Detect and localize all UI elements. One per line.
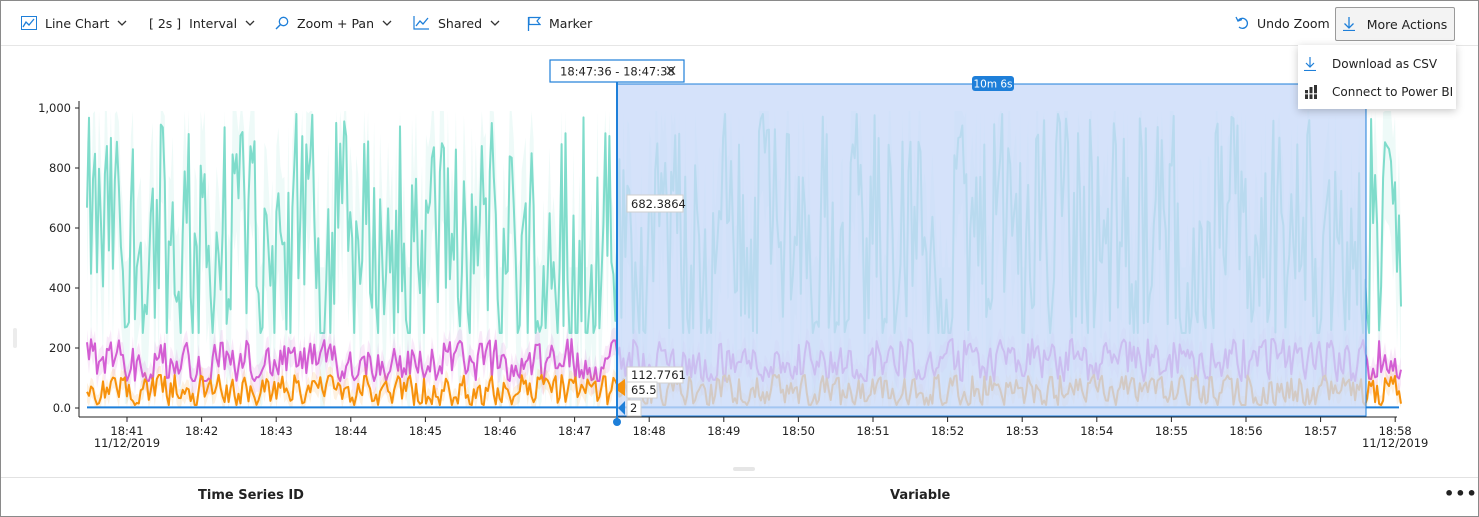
- chevron-down-icon: [245, 20, 255, 26]
- more-actions-label: More Actions: [1366, 16, 1448, 32]
- marker-value-orange: 65.5: [631, 383, 657, 397]
- selection-region[interactable]: [616, 83, 1367, 417]
- menu-item-label: Connect to Power BI: [1332, 85, 1454, 99]
- y-tick-label: 1,000: [38, 101, 71, 115]
- search-icon: [275, 16, 289, 30]
- marker-value-teal-box: [626, 194, 684, 213]
- interval-dropdown[interactable]: [ 2s ] Interval: [149, 9, 255, 37]
- menu-item-power-bi[interactable]: Connect to Power BI: [1298, 78, 1456, 106]
- flag-icon: [527, 16, 541, 31]
- chart-axes: 1,000 800 600 400 200 0.0 18:41 18:42 18:43 18:44…: [38, 101, 1428, 450]
- marker-time-range: 18:47:36 - 18:47:38: [560, 65, 675, 79]
- resize-grip[interactable]: [733, 467, 755, 471]
- undo-icon: [1235, 16, 1248, 29]
- shared-axis-icon: [413, 16, 429, 30]
- x-tick-label: 18:56: [1229, 424, 1262, 438]
- chevron-down-icon: [382, 20, 392, 26]
- x-tick-label: 18:48: [633, 424, 666, 438]
- zoom-pan-dropdown[interactable]: Zoom + Pan: [275, 9, 392, 37]
- shared-dropdown[interactable]: Shared: [413, 9, 500, 37]
- chart-type-dropdown[interactable]: Line Chart: [21, 9, 127, 37]
- menu-item-download-csv[interactable]: Download as CSV: [1298, 50, 1456, 78]
- x-date-label: 11/12/2019: [94, 436, 160, 450]
- duration-badge: [972, 76, 1014, 91]
- y-tick-label: 800: [49, 161, 71, 175]
- marker-value-magenta: 112.7761: [631, 368, 686, 382]
- more-actions-button[interactable]: More Actions: [1335, 7, 1455, 41]
- more-options-icon[interactable]: •••: [1444, 484, 1478, 503]
- marker-value-blue-box: [626, 399, 642, 417]
- close-icon[interactable]: [666, 66, 676, 75]
- line-chart-icon: [21, 16, 37, 30]
- column-variable[interactable]: Variable: [890, 488, 951, 503]
- x-tick-label: 18:45: [409, 424, 442, 438]
- power-bi-icon: [1304, 85, 1319, 99]
- download-icon: [1342, 17, 1355, 31]
- x-tick-label: 18:52: [931, 424, 964, 438]
- x-tick-label: 18:53: [1006, 424, 1039, 438]
- interval-label: Interval: [189, 15, 238, 31]
- undo-zoom-button[interactable]: Undo Zoom: [1235, 9, 1330, 37]
- marker-time-box: [549, 59, 685, 83]
- y-tick-label: 200: [49, 341, 71, 355]
- x-tick-label: 18:58: [1379, 424, 1412, 438]
- y-tick-label: 0.0: [53, 401, 71, 415]
- marker-arrow-orange: [618, 379, 625, 396]
- x-tick-label: 18:54: [1080, 424, 1113, 438]
- chevron-down-icon: [117, 20, 127, 26]
- chart-type-label: Line Chart: [45, 15, 110, 31]
- x-tick-label: 18:47: [558, 424, 591, 438]
- toolbar: Line Chart [ 2s ] Interval Zoom + Pan Sh…: [1, 1, 1478, 46]
- x-tick-label: 18:51: [856, 424, 889, 438]
- marker-value-blue: 2: [630, 401, 637, 415]
- x-tick-label: 18:57: [1304, 424, 1337, 438]
- y-tick-label: 400: [49, 281, 71, 295]
- x-tick-label: 18:49: [707, 424, 740, 438]
- download-icon: [1304, 57, 1316, 71]
- more-actions-menu: Download as CSV Connect to Power BI: [1298, 45, 1456, 109]
- marker-button[interactable]: Marker: [527, 9, 592, 37]
- marker-arrow-blue: [618, 401, 625, 415]
- marker-value-orange-box: [626, 381, 658, 399]
- x-tick-label: 18:43: [260, 424, 293, 438]
- shared-label: Shared: [438, 15, 483, 31]
- marker-value-teal: 682.3864: [631, 197, 686, 211]
- line-chart[interactable]: 1,000 800 600 400 200 0.0 18:41 18:42 18:43 18:44…: [1, 46, 1478, 456]
- resize-grip-left[interactable]: [13, 328, 17, 348]
- column-time-series-id[interactable]: Time Series ID: [198, 488, 304, 503]
- x-date-label: 11/12/2019: [1362, 436, 1428, 450]
- x-tick-label: 18:42: [185, 424, 218, 438]
- interval-value: [ 2s ]: [149, 15, 182, 31]
- y-tick-label: 600: [49, 221, 71, 235]
- marker-label: Marker: [549, 15, 593, 31]
- marker-handle[interactable]: [613, 418, 621, 426]
- menu-item-label: Download as CSV: [1332, 57, 1438, 71]
- x-tick-label: 18:41: [110, 424, 143, 438]
- x-tick-label: 18:44: [334, 424, 367, 438]
- time-marker[interactable]: 18:47:36 - 18:47:38 682.3864 112.7761 65…: [549, 59, 686, 426]
- undo-zoom-label: Undo Zoom: [1257, 15, 1330, 31]
- x-tick-label: 18:55: [1155, 424, 1188, 438]
- x-tick-label: 18:46: [483, 424, 516, 438]
- duration-text: 10m 6s: [973, 79, 1012, 91]
- x-tick-label: 18:50: [782, 424, 815, 438]
- selection-brush[interactable]: 10m 6s: [616, 76, 1367, 417]
- chevron-down-icon: [490, 20, 500, 26]
- zoom-pan-label: Zoom + Pan: [297, 15, 375, 31]
- series-table-header: Time Series ID Variable •••: [1, 477, 1478, 516]
